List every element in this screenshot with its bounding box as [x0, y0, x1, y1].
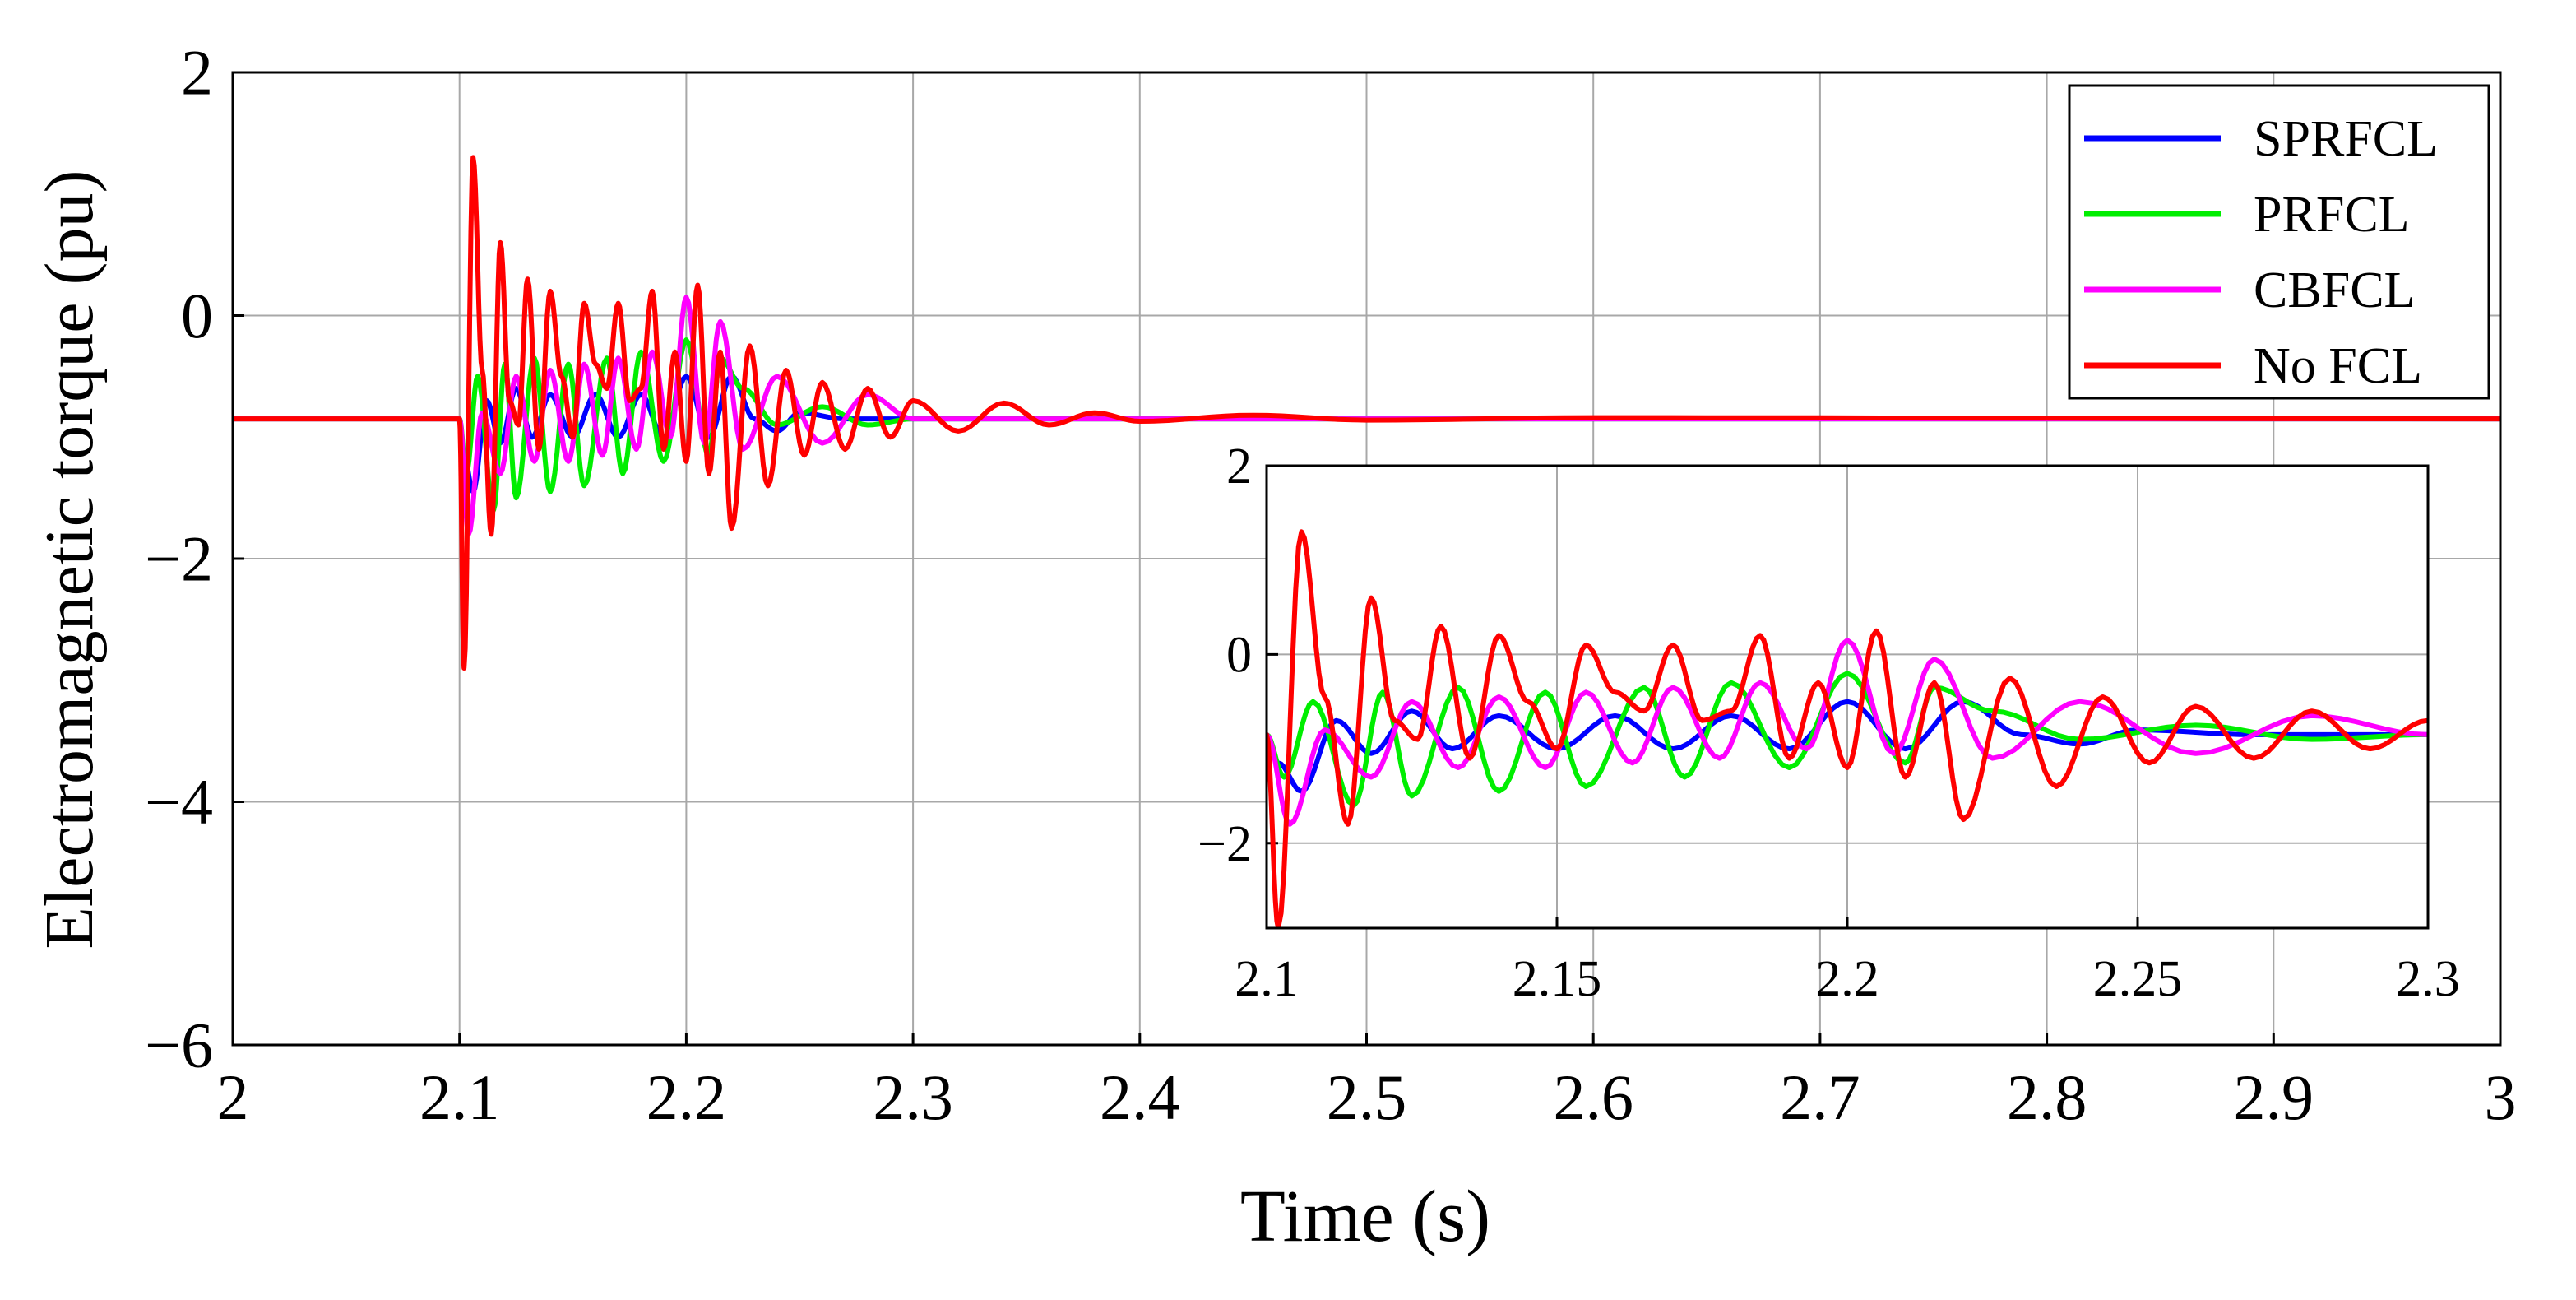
- inset-series: [1267, 529, 2428, 928]
- inset-x-tick-label: 2.15: [1513, 951, 1602, 1007]
- inset-plot: 2.1 2.15 2.2 2.25 2.3 −2 0 2: [1198, 439, 2460, 1007]
- main-y-tick-label: −6: [145, 1010, 213, 1081]
- inset-series-sprfcl: [1267, 699, 2428, 794]
- main-y-tick-label: −4: [145, 766, 213, 838]
- legend-label-no-fcl: No FCL: [2254, 338, 2422, 394]
- main-x-tick-label: 2.3: [873, 1061, 953, 1133]
- main-y-tick-label: 0: [181, 280, 213, 351]
- main-x-tick-label: 2.8: [2007, 1061, 2087, 1133]
- legend-label-cbfcl: CBFCL: [2254, 262, 2415, 318]
- main-y-tick-labels: −6 −4 −2 0 2: [145, 37, 213, 1081]
- main-plot-border: [231, 71, 2502, 1047]
- inset-series-prfcl: [1267, 671, 2428, 808]
- inset-series-cbfcl: [1267, 638, 2428, 827]
- inset-y-tick-label: 0: [1226, 627, 1252, 683]
- inset-y-tick-labels: −2 0 2: [1198, 439, 1252, 872]
- legend: SPRFCL PRFCL CBFCL No FCL: [2068, 84, 2490, 400]
- x-axis-label: Time (s): [1240, 1176, 1490, 1257]
- main-x-tick-label: 2: [217, 1061, 249, 1133]
- inset-x-tick-label: 2.1: [1235, 951, 1299, 1007]
- inset-series-no-fcl: [1267, 529, 2428, 928]
- inset-plot-border: [1265, 464, 2430, 930]
- main-x-tick-label: 2.5: [1327, 1061, 1407, 1133]
- main-x-tick-labels: 2 2.1 2.2 2.3 2.4 2.5 2.6 2.7 2.8 2.9 3: [217, 1061, 2517, 1133]
- main-x-tick-label: 2.9: [2234, 1061, 2314, 1133]
- inset-x-tick-labels: 2.1 2.15 2.2 2.25 2.3: [1235, 951, 2460, 1007]
- main-series-no-fcl: [233, 155, 2500, 671]
- main-x-tick-label: 2.6: [1553, 1061, 1633, 1133]
- inset-x-tick-label: 2.2: [1815, 951, 1879, 1007]
- main-x-tick-label: 2.2: [646, 1061, 727, 1133]
- main-x-tick-label: 2.4: [1100, 1061, 1180, 1133]
- y-axis-label: Electromagnetic torque (pu): [31, 170, 108, 949]
- main-y-tick-label: −2: [145, 523, 213, 595]
- inset-x-tick-label: 2.3: [2396, 951, 2460, 1007]
- inset-y-tick-label: 2: [1226, 439, 1252, 494]
- inset-y-tick-label: −2: [1198, 816, 1252, 872]
- main-x-tick-label: 2.7: [1780, 1061, 1860, 1133]
- main-y-tick-label: 2: [181, 37, 213, 109]
- legend-label-sprfcl: SPRFCL: [2254, 111, 2438, 167]
- inset-x-tick-label: 2.25: [2093, 951, 2183, 1007]
- legend-label-prfcl: PRFCL: [2254, 187, 2410, 243]
- main-x-tick-label: 2.1: [419, 1061, 500, 1133]
- main-series: [233, 155, 2500, 671]
- main-x-tick-label: 3: [2485, 1061, 2517, 1133]
